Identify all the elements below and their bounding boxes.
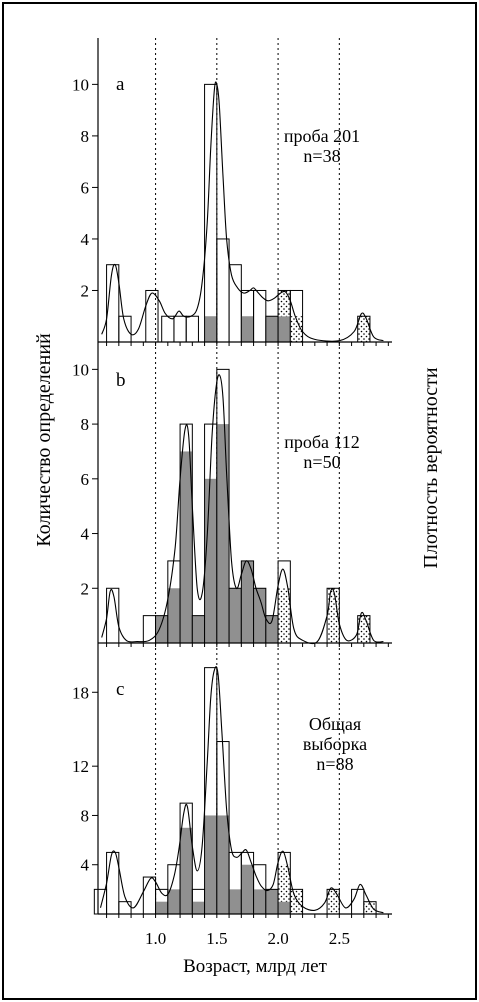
y-tick-label: 4 [81,230,90,249]
bar-grey-segment [192,615,205,643]
bar-grey-segment [265,316,279,342]
bar-dotted-segment [363,901,377,914]
sample-label: проба 201 [284,126,360,146]
bar-dotted-segment [327,889,340,914]
bar-grey-segment [278,316,291,342]
bar-dotted-segment [357,316,370,342]
sample-label: проба 112 [284,432,360,452]
bar-grey-segment [192,901,205,914]
sample-label: n=50 [303,452,340,472]
y-tick-label: 8 [81,415,90,434]
y-tick-label: 10 [72,360,89,379]
bar-grey-segment [204,316,217,342]
panel-letter: a [116,74,125,95]
bar-grey-segment [204,478,217,643]
y-tick-label: 4 [81,525,90,544]
y-tick-label: 18 [72,683,89,702]
bar-dotted-segment [290,316,303,342]
bar-grey-segment [253,588,266,643]
x-axis-label: Возраст, млрд лет [183,956,328,977]
bar-grey-segment [167,889,181,914]
bar-grey-segment [180,827,193,914]
bar-grey-segment [155,901,168,914]
density-curve [101,374,384,645]
bar-grey-segment [265,889,279,914]
sample-label: n=88 [316,754,353,774]
y-tick-label: 6 [81,178,90,197]
x-tick-label: 1.0 [145,929,166,948]
y-tick-label: 4 [81,856,90,875]
y-tick-label: 12 [72,757,89,776]
density-curve [99,666,384,914]
bar-grey-segment [241,316,254,342]
sample-label: n=38 [303,146,340,166]
y-tick-label: 6 [81,470,90,489]
y-axis-label-right: Плотность вероятности [420,367,442,568]
bar-grey-segment [241,560,254,643]
bar-grey-segment [155,615,168,643]
bar-grey-segment [253,889,266,914]
y-tick-label: 2 [81,579,90,598]
y-tick-label: 8 [81,806,90,825]
sample-label: выборка [303,734,367,754]
bar-grey-segment [180,451,193,643]
density-curve [101,81,384,342]
bar-grey-segment [229,889,242,914]
bar-grey-segment [241,864,254,914]
y-tick-label: 8 [81,127,90,146]
bar-grey-segment [278,901,291,914]
y-tick-label: 10 [72,75,89,94]
bar-dotted-segment [278,290,291,317]
panel-letter: b [116,370,126,391]
bar-dotted-segment [290,889,303,914]
sample-label: Общая [309,714,361,734]
bar-dotted-segment [278,588,291,643]
bar-grey-segment [204,815,217,914]
y-tick-label: 2 [81,281,90,300]
bar-grey-segment [216,424,230,643]
panel-letter: c [116,679,124,700]
x-tick-label: 2.0 [267,929,288,948]
bar-grey-segment [167,588,181,643]
bar-grey-segment [229,588,242,643]
bar-grey-segment [216,815,230,914]
x-tick-label: 1.5 [206,929,227,948]
bar-dotted-segment [278,864,291,902]
y-axis-label-left: Количество определений [33,333,55,547]
x-tick-label: 2.5 [329,929,350,948]
